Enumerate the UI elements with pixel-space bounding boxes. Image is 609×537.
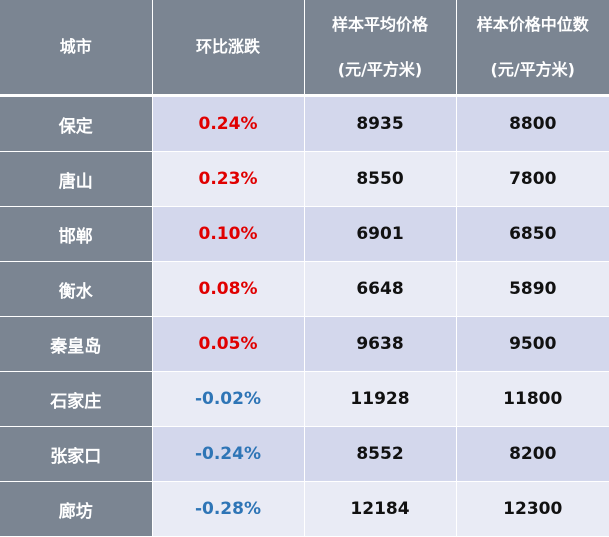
- median-price-cell: 6850: [456, 207, 609, 262]
- median-price-cell: 8200: [456, 427, 609, 482]
- change-cell: -0.24%: [152, 427, 304, 482]
- change-cell: 0.10%: [152, 207, 304, 262]
- table-row: 邯郸 0.10% 6901 6850: [0, 207, 609, 262]
- table-row: 廊坊 -0.28% 12184 12300: [0, 482, 609, 537]
- change-cell: -0.28%: [152, 482, 304, 537]
- city-cell: 邯郸: [0, 207, 152, 262]
- city-cell: 张家口: [0, 427, 152, 482]
- header-avg-price-unit: (元/平方米): [305, 60, 456, 79]
- change-cell: 0.08%: [152, 262, 304, 317]
- median-price-cell: 12300: [456, 482, 609, 537]
- city-cell: 唐山: [0, 152, 152, 207]
- avg-price-cell: 11928: [304, 372, 456, 427]
- change-cell: 0.23%: [152, 152, 304, 207]
- header-avg-price-label: 样本平均价格: [332, 15, 428, 34]
- change-cell: 0.05%: [152, 317, 304, 372]
- median-price-cell: 9500: [456, 317, 609, 372]
- median-price-cell: 7800: [456, 152, 609, 207]
- city-cell: 衡水: [0, 262, 152, 317]
- table-row: 秦皇岛 0.05% 9638 9500: [0, 317, 609, 372]
- table-row: 衡水 0.08% 6648 5890: [0, 262, 609, 317]
- table-row: 张家口 -0.24% 8552 8200: [0, 427, 609, 482]
- median-price-cell: 8800: [456, 96, 609, 152]
- median-price-cell: 11800: [456, 372, 609, 427]
- header-avg-price: 样本平均价格 (元/平方米): [304, 0, 456, 96]
- city-cell: 廊坊: [0, 482, 152, 537]
- table-row: 保定 0.24% 8935 8800: [0, 96, 609, 152]
- header-change: 环比涨跌: [152, 0, 304, 96]
- avg-price-cell: 9638: [304, 317, 456, 372]
- change-cell: -0.02%: [152, 372, 304, 427]
- avg-price-cell: 6901: [304, 207, 456, 262]
- city-cell: 石家庄: [0, 372, 152, 427]
- header-median-price-unit: (元/平方米): [457, 60, 609, 79]
- avg-price-cell: 12184: [304, 482, 456, 537]
- avg-price-cell: 8935: [304, 96, 456, 152]
- table-row: 石家庄 -0.02% 11928 11800: [0, 372, 609, 427]
- header-row: 城市 环比涨跌 样本平均价格 (元/平方米) 样本价格中位数 (元/平方米): [0, 0, 609, 96]
- median-price-cell: 5890: [456, 262, 609, 317]
- header-median-price: 样本价格中位数 (元/平方米): [456, 0, 609, 96]
- header-city: 城市: [0, 0, 152, 96]
- avg-price-cell: 8550: [304, 152, 456, 207]
- city-cell: 保定: [0, 96, 152, 152]
- avg-price-cell: 8552: [304, 427, 456, 482]
- city-cell: 秦皇岛: [0, 317, 152, 372]
- table-row: 唐山 0.23% 8550 7800: [0, 152, 609, 207]
- change-cell: 0.24%: [152, 96, 304, 152]
- avg-price-cell: 6648: [304, 262, 456, 317]
- header-median-price-label: 样本价格中位数: [477, 15, 589, 34]
